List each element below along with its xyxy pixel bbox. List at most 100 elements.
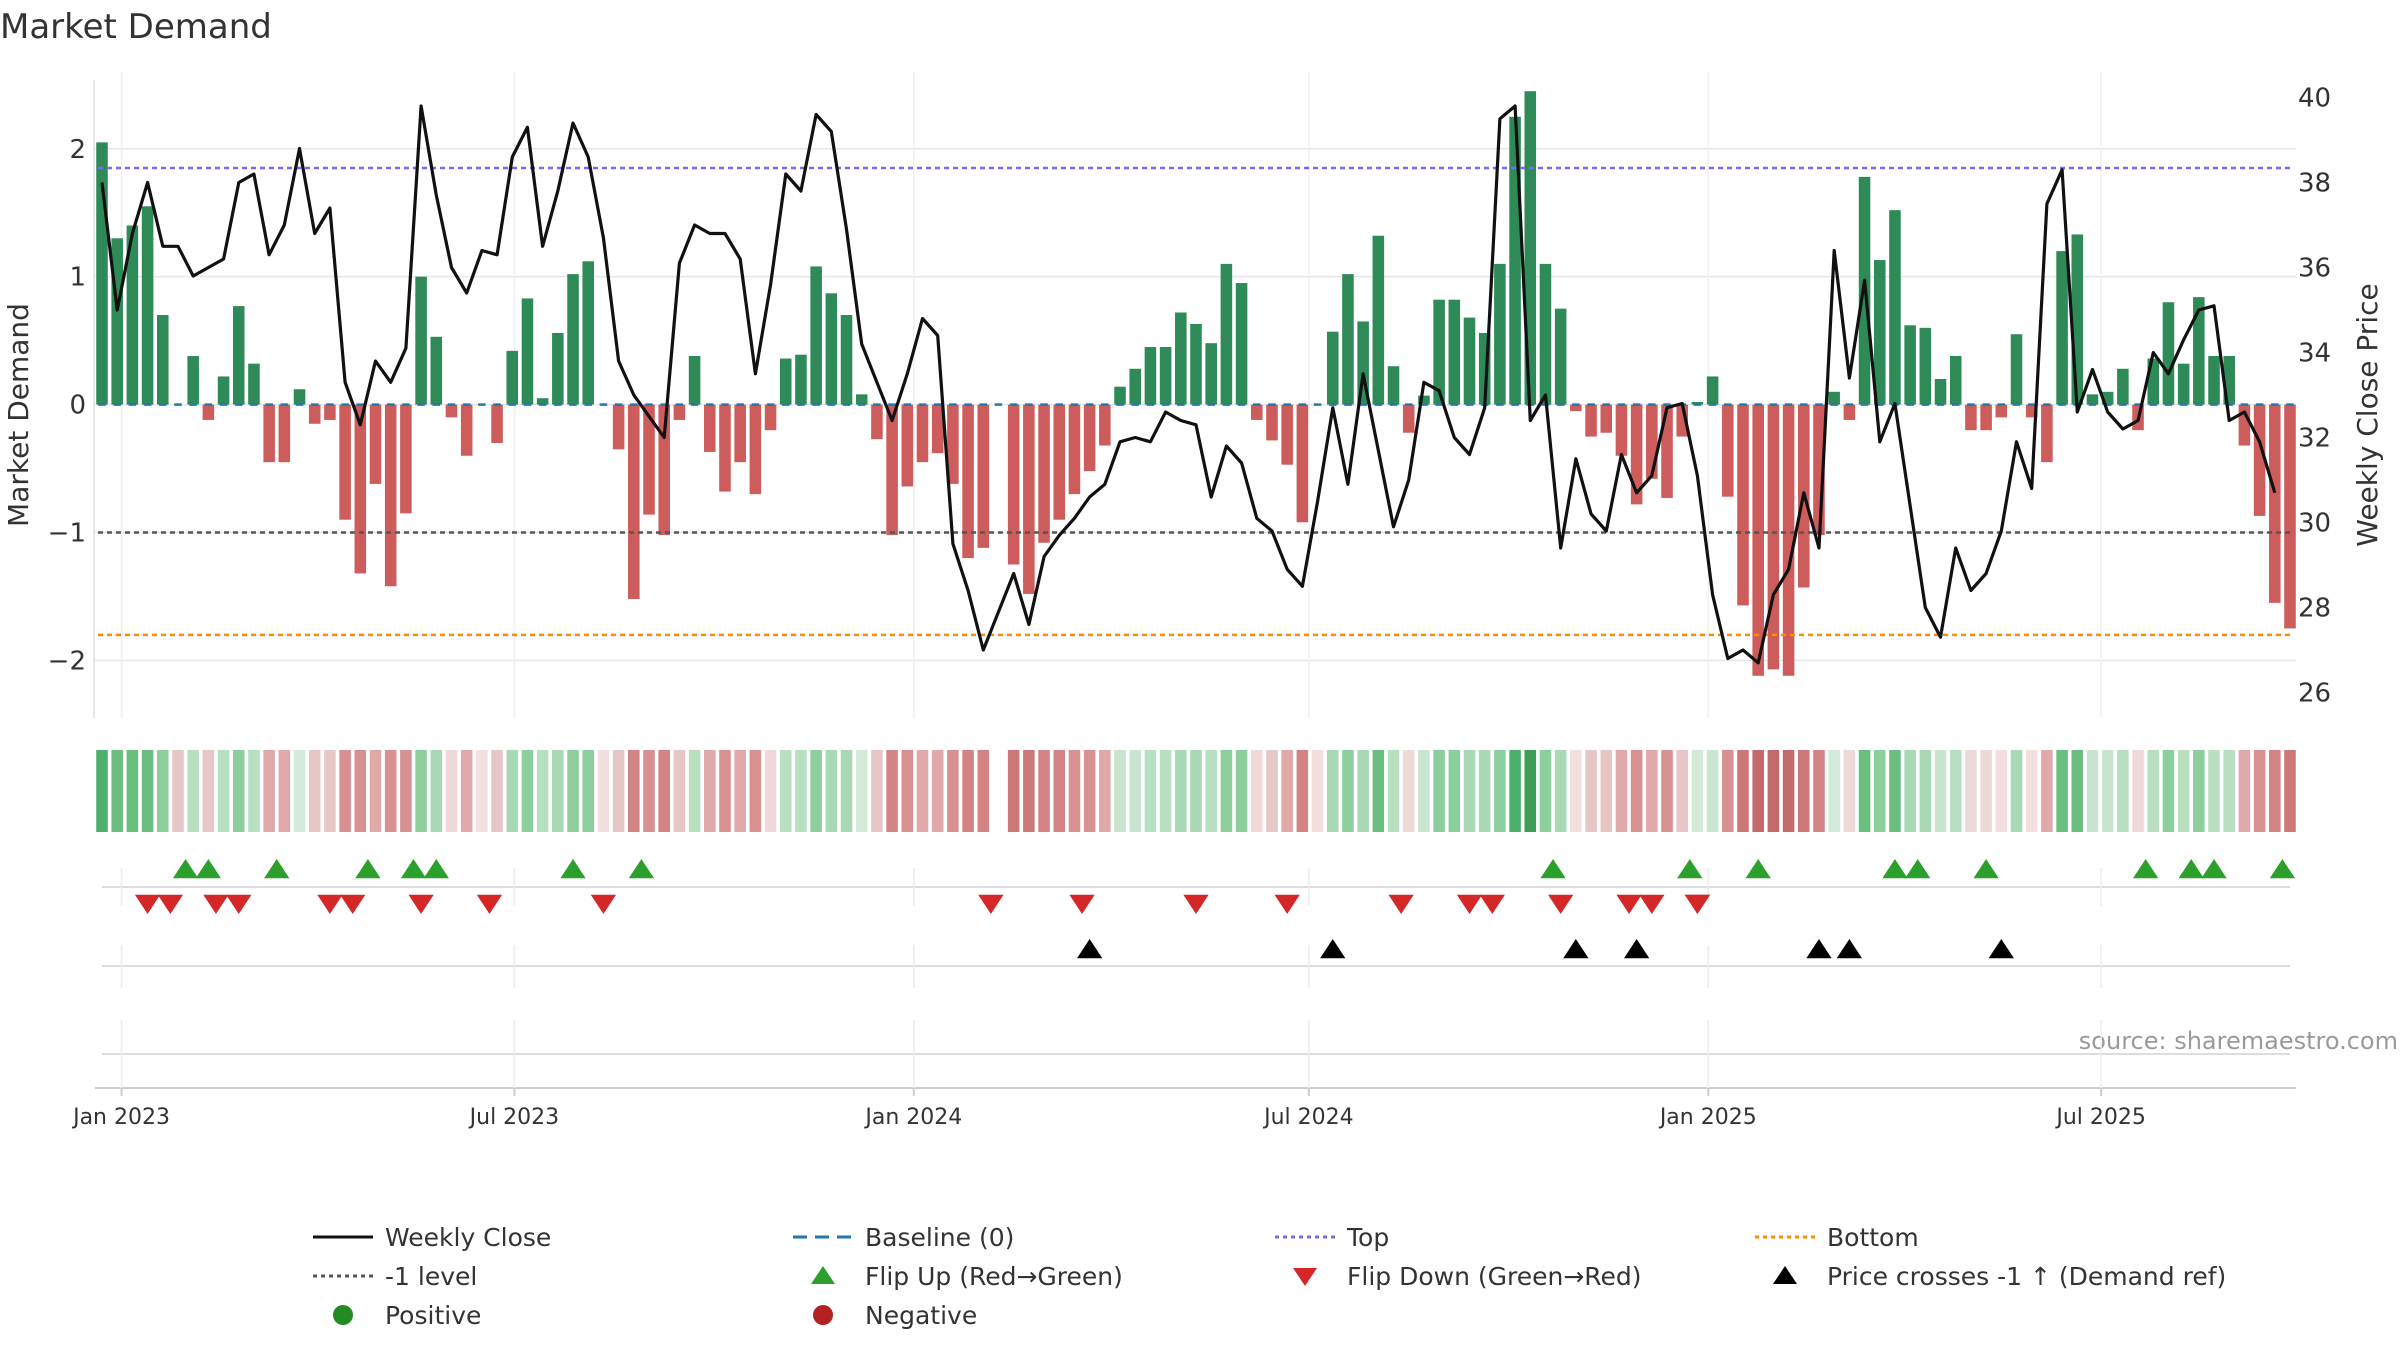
heat-band-cell [1858,750,1871,832]
heat-band-cell [1798,750,1810,832]
heat-band-cell [187,750,199,832]
demand-bar-positive [430,336,443,405]
demand-bar-negative [1281,404,1293,465]
heat-band-cell [415,750,427,832]
demand-bar-negative [1068,404,1081,495]
flip-down-marker [157,894,184,914]
demand-bar-negative [1053,404,1066,520]
heat-band-cell [643,750,655,832]
demand-bar-negative [2238,404,2251,446]
demand-bar-negative [719,404,731,492]
demand-bar-positive [2117,368,2129,405]
heat-band [96,750,2296,832]
flip-up-marker [423,859,449,879]
heat-band-cell [126,750,139,832]
demand-bar-positive [1828,391,1840,405]
flip-down-marker [1684,894,1711,914]
flip-up-marker [400,859,427,879]
demand-bar-positive [1144,347,1157,405]
heat-band-cell [460,750,473,832]
heat-band-cell [2041,750,2053,832]
heat-band-cell [1311,750,1324,832]
demand-bar-positive [1220,263,1233,405]
heat-band-cell [1281,750,1293,832]
demand-bar-negative [1630,404,1643,505]
legend-item: Baseline (0) [793,1223,1014,1252]
heat-band-cell [1934,750,1947,832]
heat-band-cell [324,750,336,832]
heat-band-cell [1782,750,1795,832]
demand-bar-positive [1387,366,1400,405]
heat-band-cell [1919,750,1932,832]
legend-item: Negative [813,1301,977,1330]
demand-bar-positive [506,350,519,405]
heat-band-cell [1053,750,1066,832]
demand-bar-negative [1251,404,1263,420]
y-tick-label-right: 36 [2298,254,2331,284]
demand-bar-negative [658,404,670,536]
heat-band-cell [1038,750,1050,832]
heat-band-cell [1418,750,1430,832]
axes-layer: 2 1 0 −1 −2 40 38 36 34 32 30 28 26 Jan 2023 Jul 2023 J… [48,84,2331,1131]
demand-bar-positive [1342,274,1354,405]
heat-band-cell [2132,750,2144,832]
heat-band-cell [1722,750,1734,832]
y-tick-label-left: −2 [48,646,86,676]
heat-band-cell [916,750,929,832]
heat-band-cell [795,750,807,832]
heat-band-cell [369,750,382,832]
demand-bar-negative [1038,404,1050,543]
flip-up-marker [1745,859,1771,879]
heat-band-cell [1646,750,1658,832]
heat-band-cell [308,750,321,832]
heat-band-cell [1600,750,1613,832]
heat-band-cell [96,750,108,832]
heat-band-cell [962,750,974,832]
heat-band-cell [1463,750,1476,832]
demand-bar-positive [1433,299,1445,405]
legend-label: Negative [865,1301,977,1330]
heat-band-cell [977,750,990,832]
demand-bar-positive [567,274,579,405]
heat-band-cell [1661,750,1673,832]
y-tick-label-right: 30 [2298,509,2331,539]
legend-item: Price crosses -1 ↑ (Demand ref) [1773,1262,2226,1291]
demand-bar-positive [1494,263,1506,405]
price-cross-marker [1836,939,1863,959]
legend-swatch [813,1305,833,1325]
heat-band-cell [1995,750,2008,832]
legend-item: Bottom [1755,1223,1919,1252]
demand-bar-positive [217,376,230,405]
flip-down-marker [1616,894,1642,914]
heat-band-cell [552,750,564,832]
demand-bar-negative [704,404,716,452]
legend-label: Bottom [1827,1223,1919,1252]
demand-bar-positive [1235,283,1248,405]
flip-down-marker [317,894,343,914]
heat-band-cell [1083,750,1096,832]
y-tick-label-left: 2 [69,135,86,165]
demand-bar-positive [111,238,123,405]
flip-up-marker [628,859,655,879]
demand-bar-positive [1448,299,1461,405]
heat-band-cell [354,750,367,832]
demand-bars [96,91,2296,676]
y-tick-label-right: 38 [2298,169,2331,199]
legend-swatch [333,1305,353,1325]
heat-band-cell [2162,750,2175,832]
heat-band-cell [232,750,245,832]
heat-band-cell [2056,750,2068,832]
heat-band-cell [2025,750,2038,832]
demand-bar-negative [263,404,275,463]
demand-bar-negative [491,404,503,443]
flip-up-marker [1540,859,1566,879]
x-tick-label: Jan 2024 [863,1105,962,1130]
demand-bar-positive [1190,324,1202,405]
demand-bar-negative [339,404,351,520]
flip-down-marker [590,894,617,914]
demand-bar-negative [612,404,625,450]
heat-band-cell [1843,750,1856,832]
demand-bar-negative [1737,404,1749,606]
heat-band-cell [658,750,670,832]
